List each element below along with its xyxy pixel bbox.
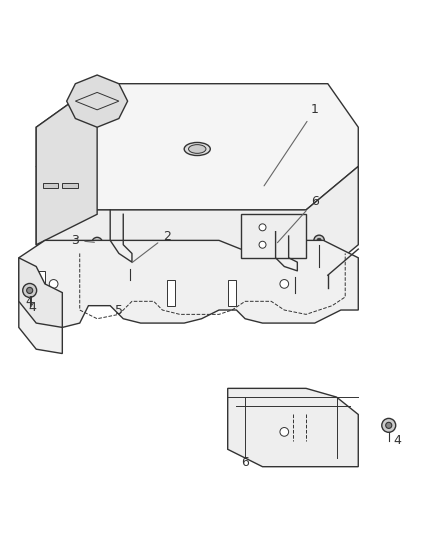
Text: 6: 6 xyxy=(241,456,249,469)
Text: 3: 3 xyxy=(71,234,94,247)
Text: 6: 6 xyxy=(277,195,319,243)
Text: 1: 1 xyxy=(264,103,319,186)
Circle shape xyxy=(291,269,300,277)
Circle shape xyxy=(259,241,266,248)
Circle shape xyxy=(280,279,289,288)
Polygon shape xyxy=(241,214,306,258)
Circle shape xyxy=(92,237,102,248)
Text: 2: 2 xyxy=(132,230,171,263)
Circle shape xyxy=(317,238,321,243)
Circle shape xyxy=(125,260,134,269)
Circle shape xyxy=(128,263,131,266)
Circle shape xyxy=(314,235,324,246)
Circle shape xyxy=(49,279,58,288)
Circle shape xyxy=(293,271,297,275)
Circle shape xyxy=(386,422,392,429)
Polygon shape xyxy=(228,389,358,467)
Circle shape xyxy=(259,224,266,231)
Text: 4: 4 xyxy=(26,295,34,308)
Ellipse shape xyxy=(188,144,206,154)
Polygon shape xyxy=(19,240,358,353)
FancyBboxPatch shape xyxy=(43,183,58,188)
Text: 4: 4 xyxy=(393,434,401,447)
Polygon shape xyxy=(36,84,358,210)
Circle shape xyxy=(95,240,99,245)
Ellipse shape xyxy=(184,142,210,156)
Circle shape xyxy=(280,427,289,436)
FancyBboxPatch shape xyxy=(62,183,78,188)
Polygon shape xyxy=(36,84,97,245)
Text: 4: 4 xyxy=(28,301,36,314)
Circle shape xyxy=(382,418,396,432)
Text: 5: 5 xyxy=(115,303,123,317)
FancyBboxPatch shape xyxy=(167,279,176,305)
Polygon shape xyxy=(36,166,358,288)
Circle shape xyxy=(23,284,37,297)
FancyBboxPatch shape xyxy=(228,279,237,305)
FancyBboxPatch shape xyxy=(36,271,45,305)
Circle shape xyxy=(27,287,33,294)
Polygon shape xyxy=(19,258,62,327)
Polygon shape xyxy=(67,75,127,127)
FancyBboxPatch shape xyxy=(293,271,308,275)
